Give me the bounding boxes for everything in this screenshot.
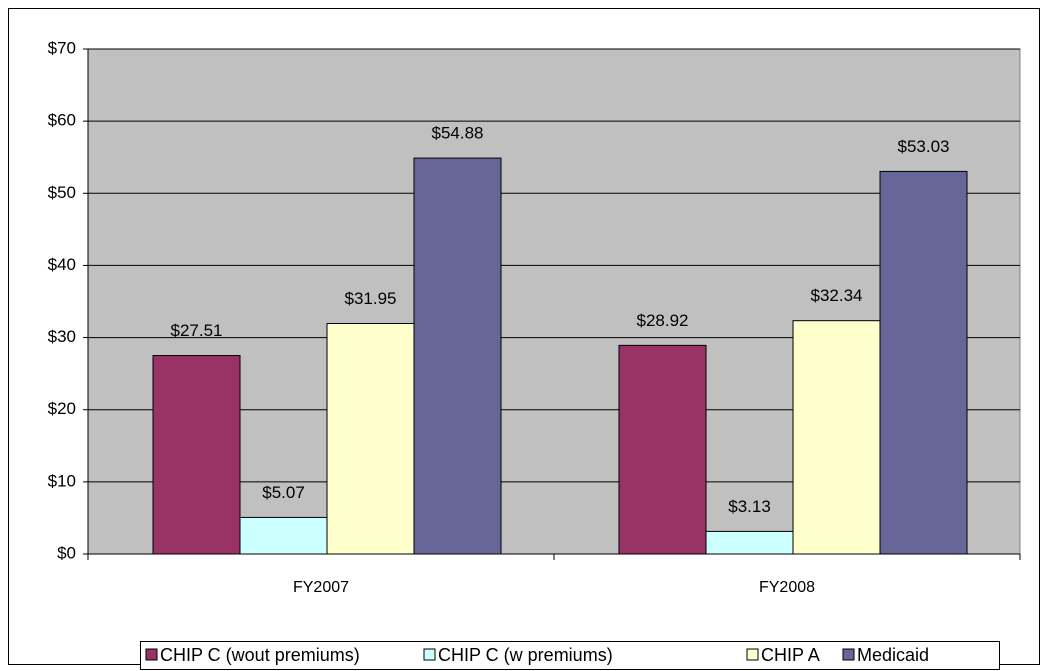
y-tick-label: $20 (48, 399, 76, 418)
data-label: $53.03 (898, 137, 950, 156)
legend-swatch (423, 648, 436, 661)
bar (152, 355, 241, 555)
bar (326, 323, 415, 555)
y-tick-label: $70 (48, 38, 76, 57)
bar (705, 530, 794, 555)
legend-label: Medicaid (857, 645, 929, 665)
legend-swatch (746, 648, 759, 661)
bar (239, 516, 328, 555)
y-tick-label: $30 (48, 327, 76, 346)
legend-label: CHIP C (wout premiums) (160, 645, 360, 665)
legend-swatch (145, 648, 158, 661)
bar (413, 157, 502, 555)
y-tick-label: $60 (48, 111, 76, 130)
bar (618, 344, 707, 555)
y-tick-label: $50 (48, 183, 76, 202)
legend-label: CHIP C (w premiums) (438, 645, 613, 665)
x-tick-label: FY2008 (759, 579, 815, 596)
data-label: $31.95 (345, 289, 397, 308)
data-label: $3.13 (728, 497, 771, 516)
data-label: $5.07 (262, 483, 305, 502)
legend-label: CHIP A (761, 645, 820, 665)
bar (879, 170, 968, 555)
bar (792, 320, 881, 555)
data-label: $27.51 (171, 321, 223, 340)
legend-box (140, 641, 1000, 670)
legend-swatch (842, 648, 855, 661)
y-tick-label: $40 (48, 255, 76, 274)
y-tick-label: $10 (48, 471, 76, 490)
data-label: $32.34 (811, 286, 863, 305)
data-label: $28.92 (637, 311, 689, 330)
y-tick-label: $0 (57, 543, 76, 562)
data-label: $54.88 (432, 124, 484, 143)
x-tick-label: FY2007 (293, 579, 349, 596)
